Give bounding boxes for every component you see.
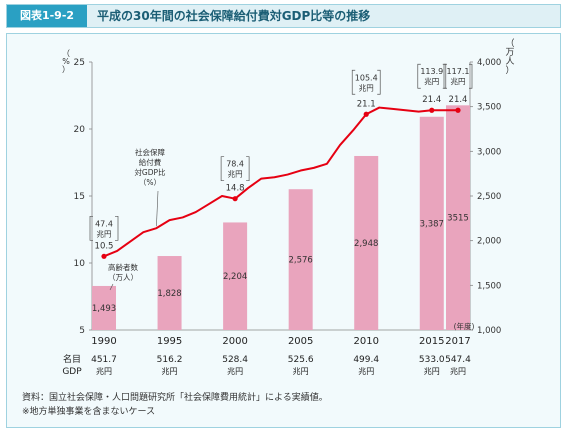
gdp-unit-1990: 兆円 [96, 366, 112, 376]
callout-value-2010: 105.4 [355, 73, 378, 82]
bar-label-2005: 2,576 [288, 256, 312, 266]
figure-label: 図表1-9-2 [7, 5, 87, 27]
bar-2010 [354, 155, 379, 330]
bar-2015 [419, 116, 444, 331]
line-marker-2017 [455, 107, 461, 113]
left-tick-label: 25 [74, 58, 85, 68]
right-axis-unit: 人 [505, 56, 514, 67]
line-value-label-2010: 21.1 [357, 99, 376, 109]
right-tick-label: 2,500 [477, 192, 501, 202]
x-tick-label: 1990 [91, 336, 116, 347]
left-tick-label: 15 [74, 192, 85, 202]
line-value-label-2015: 21.4 [422, 95, 441, 105]
gdp-value-1990: 451.7 [91, 355, 117, 365]
callout-value-2015: 113.9 [420, 67, 443, 76]
bar-label-1995: 1,828 [157, 289, 181, 299]
line-series-name: 給付費 [139, 157, 162, 167]
callout-bracket-2017 [443, 63, 473, 89]
x-tick-label: 1995 [157, 336, 182, 347]
right-tick-label: 3,000 [477, 147, 501, 157]
figure-title: 平成の30年間の社会保障給付費対GDP比等の推移 [97, 9, 371, 23]
line-series-name: 社会保障 [135, 147, 165, 157]
gdp-unit-2015: 兆円 [424, 366, 440, 376]
bar-2017 [446, 105, 470, 331]
line-value-label-2000: 14.8 [226, 184, 245, 194]
line-series-name: （%） [139, 178, 161, 187]
bar-label-2000: 2,204 [223, 272, 247, 282]
line-marker-2000 [232, 196, 238, 202]
line-value-label-2017: 21.4 [449, 95, 468, 105]
bar-series-name: 高齢者数 [108, 262, 138, 272]
left-tick-label: 20 [74, 125, 86, 135]
callout-unit-2010: 兆円 [359, 82, 374, 92]
x-tick-label: 2015 [419, 336, 444, 347]
gdp-unit-2005: 兆円 [293, 366, 309, 376]
gdp-unit-2000: 兆円 [227, 366, 243, 376]
bar-series-unit: （万人） [108, 273, 138, 282]
bar-series-leader [109, 283, 114, 291]
source-note: 資料：国立社会保障・人口問題研究所「社会保障費用統計」による実績値。 [22, 393, 328, 403]
right-tick-label: 1,000 [477, 326, 501, 336]
right-tick-label: 4,000 [477, 58, 501, 68]
gdp-value-2000: 528.4 [222, 355, 248, 365]
gdp-value-2017: 547.4 [445, 355, 471, 365]
gdp-value-1995: 516.2 [157, 355, 183, 365]
line-marker-2010 [363, 111, 369, 117]
left-axis-unit: ） [62, 65, 70, 74]
bar-label-2015: 3,387 [420, 219, 444, 229]
line-series-name: 対GDP比 [134, 167, 166, 177]
callout-unit-1990: 兆円 [97, 228, 112, 238]
line-series-gdp-ratio [103, 106, 458, 258]
callout-value-1990: 47.4 [95, 219, 113, 228]
line-marker-1990 [101, 253, 107, 259]
gdp-row-label: 名目 [63, 353, 81, 365]
right-tick-label: 3,500 [477, 103, 501, 113]
callout-unit-2000: 兆円 [228, 169, 243, 179]
right-axis-unit: （ [505, 38, 514, 49]
title-bar: 図表1-9-2 平成の30年間の社会保障給付費対GDP比等の推移 [6, 4, 561, 28]
gdp-unit-2010: 兆円 [358, 366, 374, 376]
right-axis-unit: ） [505, 65, 514, 76]
right-axis-unit: 万 [505, 48, 514, 58]
x-tick-label: 2005 [288, 336, 313, 347]
callout-unit-2017: 兆円 [451, 76, 466, 86]
x-tick-label: 2017 [445, 336, 470, 347]
callout-unit-2015: 兆円 [424, 76, 439, 86]
left-tick-label: 10 [74, 259, 86, 269]
bar-label-2010: 2,948 [354, 239, 378, 249]
line-marker-2015 [429, 107, 435, 113]
x-tick-label: 2010 [353, 336, 378, 347]
right-tick-label: 2,000 [477, 237, 501, 247]
bar-1995 [157, 256, 182, 330]
exclusion-note: ※地方単独事業を含まないケース [22, 407, 156, 417]
bar-2000 [223, 222, 248, 330]
callout-bracket-1990 [89, 215, 119, 241]
line-value-label-1990: 10.5 [95, 241, 114, 251]
callout-bracket-2000 [220, 156, 250, 182]
x-axis-unit: (年度) [454, 321, 475, 331]
line-series-leader [156, 190, 159, 227]
gdp-value-2005: 525.6 [288, 355, 314, 365]
right-tick-label: 1,500 [477, 281, 501, 291]
left-tick-label: 5 [79, 326, 85, 336]
bar-label-1990: 1,493 [92, 304, 116, 314]
callout-value-2000: 78.4 [226, 160, 244, 169]
gdp-unit-2017: 兆円 [450, 366, 466, 376]
bar-2005 [288, 189, 313, 330]
callout-value-2017: 117.1 [447, 67, 470, 76]
bar-label-2017: 3515 [447, 214, 469, 224]
gdp-value-2015: 533.0 [419, 355, 445, 365]
left-axis-unit: % [62, 57, 70, 66]
gdp-unit-1995: 兆円 [162, 366, 178, 376]
bar-1990 [92, 285, 116, 330]
gdp-value-2010: 499.4 [353, 355, 379, 365]
left-axis-unit: （ [62, 49, 70, 58]
callout-bracket-2010 [351, 69, 381, 95]
x-tick-label: 2000 [222, 336, 247, 347]
gdp-row-label: GDP [62, 367, 82, 377]
